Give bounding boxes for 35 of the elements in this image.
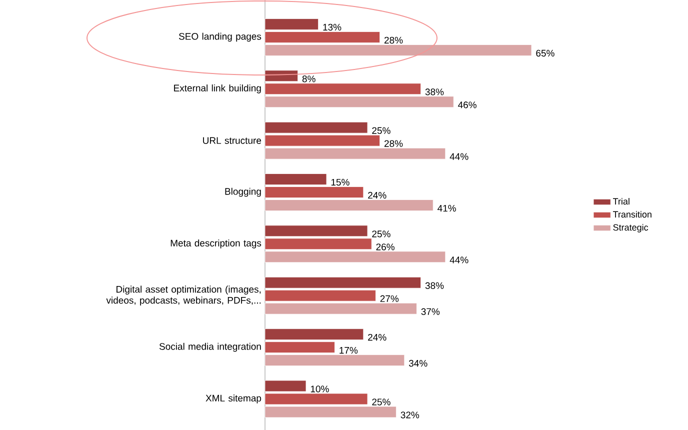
data-label: 25% bbox=[372, 127, 390, 134]
data-label: 27% bbox=[380, 295, 399, 302]
data-label: 32% bbox=[400, 412, 420, 418]
y-tick-label: XML sitemap bbox=[206, 394, 262, 404]
data-label: 26% bbox=[376, 244, 394, 250]
data-label: 24% bbox=[368, 192, 386, 199]
data-label: 34% bbox=[408, 360, 428, 367]
data-label: 28% bbox=[384, 36, 403, 44]
y-tick-label: Meta description tags bbox=[170, 240, 262, 248]
data-label: 25% bbox=[372, 398, 390, 406]
y-tick-label: Digital asset optimization (images, videos, podcasts, webinars, PDFs,... bbox=[106, 286, 261, 306]
data-label: 15% bbox=[331, 178, 350, 186]
data-label: 37% bbox=[421, 308, 440, 315]
data-label: 46% bbox=[458, 102, 476, 108]
data-label: 38% bbox=[425, 282, 444, 289]
data-label: 38% bbox=[425, 88, 444, 96]
data-label: 8% bbox=[302, 76, 316, 82]
data-label: 13% bbox=[323, 24, 342, 31]
data-label: 41% bbox=[438, 204, 456, 212]
data-label: 44% bbox=[450, 256, 468, 264]
data-label: 24% bbox=[368, 334, 386, 341]
data-label: 44% bbox=[450, 153, 468, 160]
y-tick-label: Blogging bbox=[225, 188, 261, 197]
data-label: 17% bbox=[340, 346, 358, 354]
legend-label: Trial bbox=[613, 198, 630, 205]
data-label: 28% bbox=[384, 140, 403, 147]
y-tick-label: Social media integration bbox=[159, 342, 261, 352]
y-tick-label: External link building bbox=[174, 84, 261, 94]
data-label: 65% bbox=[536, 50, 554, 57]
y-tick-label: URL structure bbox=[203, 137, 262, 144]
data-label: 10% bbox=[310, 386, 329, 392]
legend-label: Strategic bbox=[613, 224, 648, 232]
data-label: 25% bbox=[372, 230, 390, 238]
legend-label: Transition bbox=[613, 210, 652, 218]
y-tick-label: SEO landing pages bbox=[178, 32, 262, 42]
